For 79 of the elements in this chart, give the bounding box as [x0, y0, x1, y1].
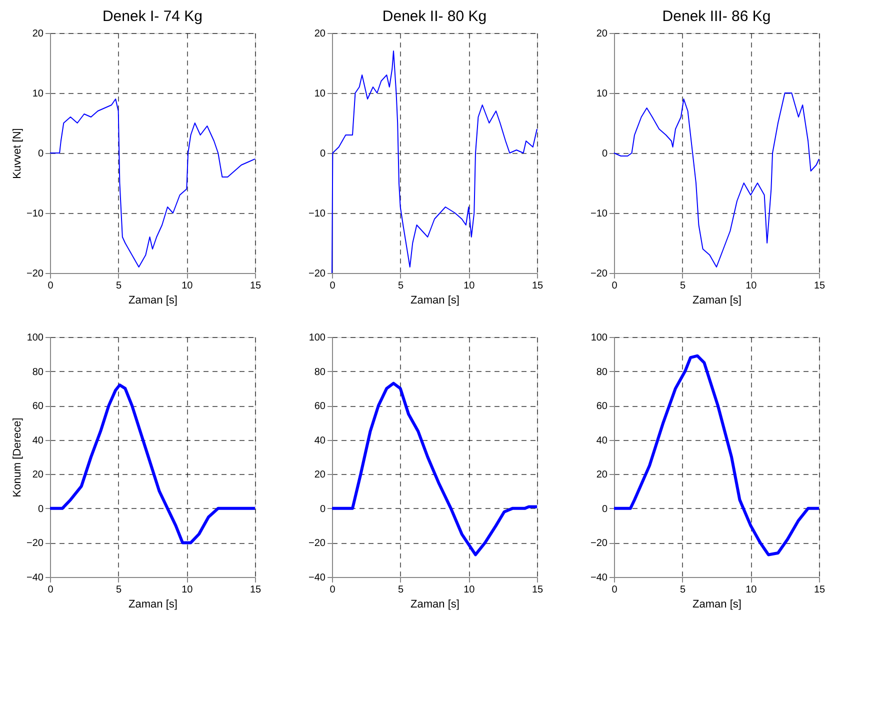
line-series: [50, 98, 256, 268]
x-tick-label: 5: [116, 280, 122, 292]
x-tick-label: 0: [48, 280, 54, 292]
y-tick-label: 40: [314, 435, 326, 446]
y-tick-label: 0: [602, 504, 608, 515]
y-tick-label: 80: [596, 366, 608, 378]
y-tick-label: 10: [314, 88, 326, 100]
y-tick-label: −40: [26, 572, 44, 584]
y-tick-label: 100: [308, 332, 326, 344]
x-tick-label: 5: [398, 584, 404, 596]
x-axis-title: Zaman [s]: [410, 294, 460, 306]
y-tick-label: −20: [26, 268, 44, 280]
line-series: [614, 92, 820, 268]
x-axis-title: Zaman [s]: [128, 598, 178, 610]
x-tick-label: 15: [250, 280, 262, 292]
y-tick-label: 20: [314, 28, 326, 40]
y-tick-label: 60: [596, 401, 608, 412]
y-tick-label: 0: [38, 504, 44, 515]
y-tick-label: 20: [32, 28, 44, 40]
x-tick-label: 15: [250, 584, 262, 596]
y-axis-title: Kuvvet [N]: [12, 128, 24, 179]
x-tick-label: 5: [398, 280, 404, 292]
x-tick-label: 10: [746, 584, 758, 596]
x-tick-label: 10: [464, 584, 476, 596]
x-tick-label: 10: [464, 280, 476, 292]
y-tick-label: 60: [314, 401, 326, 412]
y-tick-label: −20: [590, 538, 608, 550]
x-tick-label: 0: [612, 280, 618, 292]
y-tick-label: −10: [308, 208, 326, 220]
x-tick-label: 10: [182, 280, 194, 292]
y-tick-label: −40: [590, 572, 608, 584]
line-series: [48, 384, 256, 544]
x-tick-label: 15: [814, 584, 826, 596]
line-series: [612, 354, 820, 556]
y-tick-label: 0: [38, 148, 44, 160]
x-axis-title: Zaman [s]: [128, 294, 178, 306]
x-axis-title: Zaman [s]: [410, 598, 460, 610]
x-tick-label: 15: [532, 280, 544, 292]
y-tick-label: 20: [314, 470, 326, 481]
chart-title: Denek I- 74 Kg: [102, 8, 203, 25]
y-tick-label: −10: [26, 208, 44, 220]
y-tick-label: 10: [596, 88, 608, 100]
x-tick-label: 0: [612, 584, 618, 596]
y-tick-label: 0: [602, 148, 608, 160]
x-tick-label: 5: [116, 584, 122, 596]
x-tick-label: 10: [746, 280, 758, 292]
x-tick-label: 0: [48, 584, 54, 596]
y-tick-label: −20: [26, 538, 44, 550]
x-tick-label: 0: [330, 584, 336, 596]
x-axis-title: Zaman [s]: [692, 294, 742, 306]
x-tick-label: 10: [182, 584, 194, 596]
y-tick-label: 0: [320, 504, 326, 515]
y-tick-label: 80: [314, 366, 326, 378]
y-tick-label: 20: [596, 470, 608, 481]
x-tick-label: 0: [330, 280, 336, 292]
y-tick-label: 20: [596, 28, 608, 40]
y-tick-label: −20: [308, 538, 326, 550]
y-tick-label: 40: [32, 435, 44, 446]
chart-title: Denek III- 86 Kg: [662, 8, 771, 25]
y-axis-title: Konum [Derece]: [12, 418, 24, 498]
x-tick-label: 5: [680, 280, 686, 292]
y-tick-label: 80: [32, 366, 44, 378]
y-tick-label: −20: [308, 268, 326, 280]
x-tick-label: 15: [532, 584, 544, 596]
y-tick-label: 100: [26, 332, 44, 344]
y-tick-label: 100: [590, 332, 608, 344]
y-tick-label: 20: [32, 470, 44, 481]
line-series: [330, 382, 538, 556]
y-tick-label: 0: [320, 148, 326, 160]
x-axis-title: Zaman [s]: [692, 598, 742, 610]
chart-title: Denek II- 80 Kg: [382, 8, 487, 25]
y-tick-label: −20: [590, 268, 608, 280]
y-tick-label: −10: [590, 208, 608, 220]
y-tick-label: 60: [32, 401, 44, 412]
y-tick-label: −40: [308, 572, 326, 584]
x-tick-label: 15: [814, 280, 826, 292]
y-tick-label: 40: [596, 435, 608, 446]
x-tick-label: 5: [680, 584, 686, 596]
y-tick-label: 10: [32, 88, 44, 100]
